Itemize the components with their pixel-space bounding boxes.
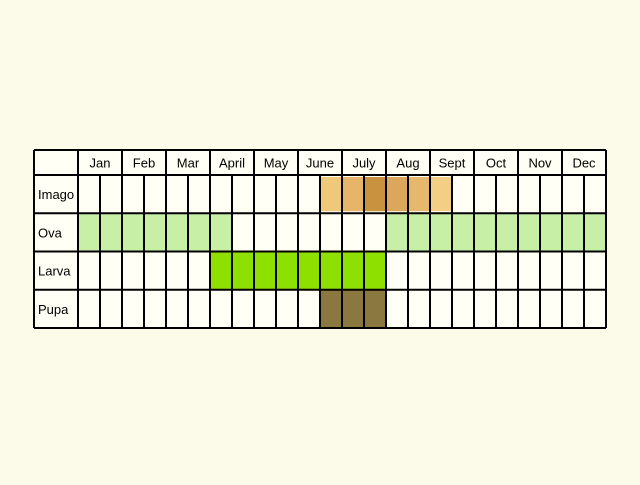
period-imago-5	[430, 177, 452, 212]
month-label: Sept	[439, 156, 466, 171]
period-imago-3	[386, 177, 408, 212]
period-imago-0	[320, 177, 342, 212]
month-label: Jan	[90, 156, 111, 171]
period-imago-2	[364, 177, 386, 212]
period-imago-4	[408, 177, 430, 212]
month-label: Aug	[396, 156, 419, 171]
month-label: Nov	[528, 156, 552, 171]
stage-label: Ova	[38, 225, 63, 240]
stage-label: Larva	[38, 264, 71, 279]
period-imago-1	[342, 177, 364, 212]
month-label: Feb	[133, 156, 155, 171]
month-label: April	[219, 156, 245, 171]
month-label: June	[306, 156, 334, 171]
stage-label: Imago	[38, 187, 74, 202]
month-label: Dec	[572, 156, 596, 171]
period-ova-1	[210, 213, 232, 252]
month-label: May	[264, 156, 289, 171]
stage-label: Pupa	[38, 302, 69, 317]
month-label: Oct	[486, 156, 507, 171]
month-label: Mar	[177, 156, 200, 171]
period-pupa-0	[320, 289, 386, 328]
month-label: July	[352, 156, 376, 171]
